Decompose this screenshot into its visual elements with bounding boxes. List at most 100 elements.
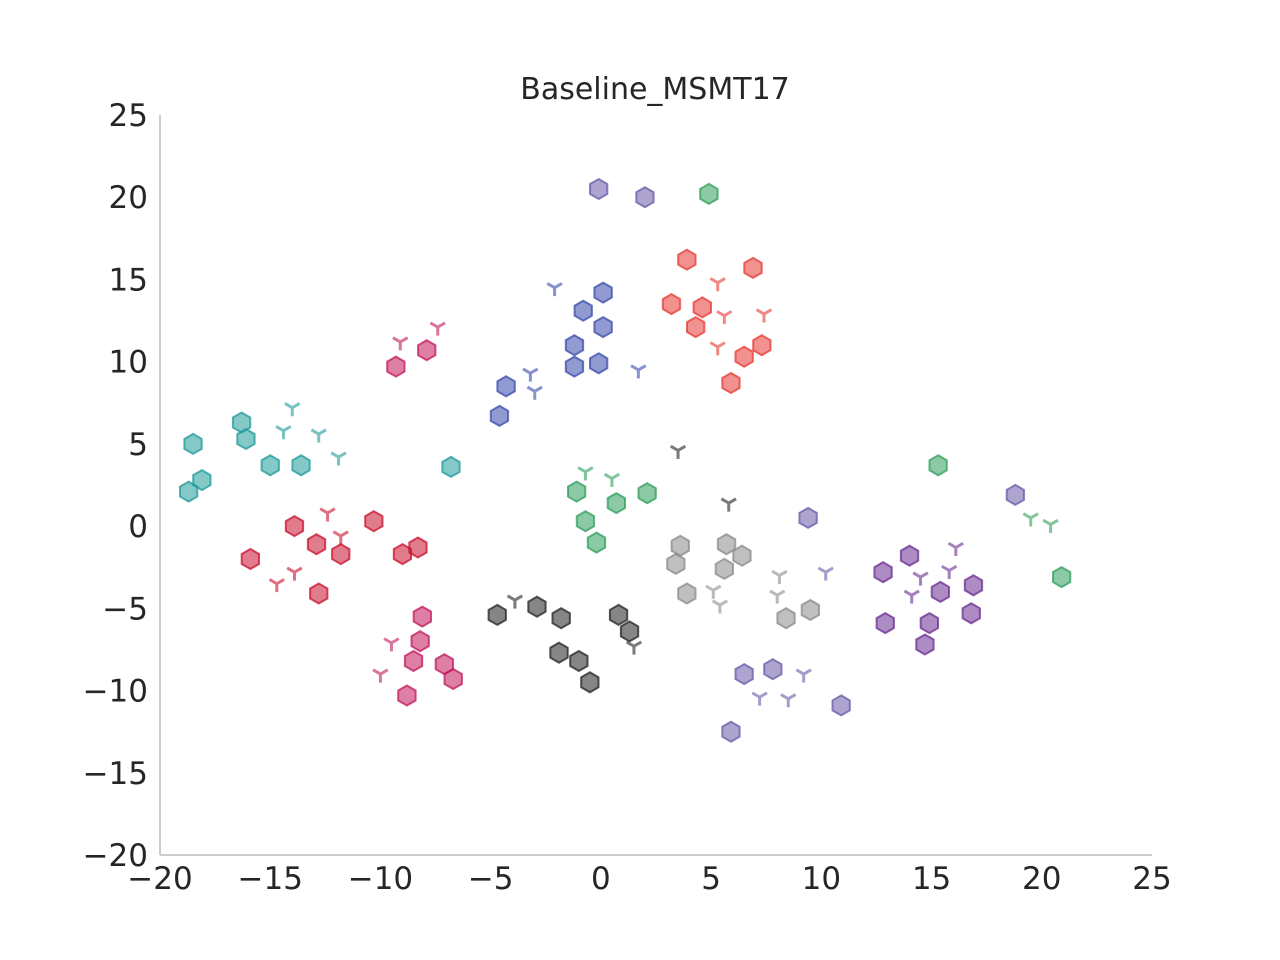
hexagon-point xyxy=(800,598,820,622)
tri-point xyxy=(705,584,722,599)
hexagon-point xyxy=(291,454,311,477)
x-tick-label: −15 xyxy=(238,861,303,897)
tri-point xyxy=(947,541,964,556)
hexagon-point xyxy=(714,557,734,581)
hexagon-point xyxy=(692,296,712,319)
tri-point xyxy=(1042,518,1059,533)
hexagon-point xyxy=(417,339,437,362)
x-tick-label: 15 xyxy=(912,861,951,897)
hexagon-point xyxy=(743,256,763,280)
x-tick-label: 10 xyxy=(802,861,841,897)
x-tick-label: 5 xyxy=(701,861,721,897)
hexagon-point xyxy=(899,544,920,567)
y-tick-label: 25 xyxy=(109,98,148,134)
x-tick-label: 20 xyxy=(1022,861,1061,897)
axes xyxy=(159,115,1152,856)
hexagon-point xyxy=(527,595,547,618)
hexagon-point xyxy=(1052,565,1072,589)
hexagon-point xyxy=(306,533,327,556)
hexagon-point xyxy=(593,315,613,339)
tri-point xyxy=(319,507,336,522)
hexagon-point xyxy=(489,404,510,428)
hexagon-point xyxy=(589,352,609,375)
hexagon-point xyxy=(192,468,212,492)
hexagon-point xyxy=(567,480,587,503)
hexagon-point xyxy=(798,506,818,530)
tri-point xyxy=(1022,512,1039,527)
hexagon-point xyxy=(551,607,571,630)
hexagon-point xyxy=(589,177,609,201)
hexagon-point xyxy=(930,580,950,604)
hexagon-point xyxy=(564,355,585,378)
tri-point xyxy=(780,693,797,708)
hexagon-point xyxy=(403,649,424,673)
hexagon-point xyxy=(564,334,585,357)
hexagon-point xyxy=(183,432,203,456)
tri-point xyxy=(771,569,788,584)
hexagon-point xyxy=(661,292,682,316)
hexagon-point xyxy=(919,611,939,635)
hexagon-point xyxy=(309,582,329,605)
hexagon-point xyxy=(670,534,690,557)
hexagon-point xyxy=(831,694,851,717)
hexagon-point xyxy=(1005,483,1025,507)
tri-point xyxy=(268,578,285,593)
y-tick-labels: 25 20 15 10 5 0 −5 −10 −15 −20 xyxy=(83,98,148,874)
hexagon-point xyxy=(763,658,783,681)
hexagon-point xyxy=(331,542,351,566)
hexagon-point xyxy=(580,671,600,694)
x-tick-label: −10 xyxy=(348,861,413,897)
hexagon-point xyxy=(443,667,463,691)
hexagon-point xyxy=(410,630,430,653)
tri-point xyxy=(669,444,687,459)
hexagon-point xyxy=(677,248,697,271)
hexagon-point xyxy=(677,582,697,605)
tri-point xyxy=(711,599,729,614)
tri-point xyxy=(941,564,958,580)
hexagon-point xyxy=(569,649,589,673)
hexagon-point xyxy=(686,315,706,339)
hexagon-point xyxy=(386,355,406,378)
tri-point xyxy=(330,451,347,466)
hexagon-point xyxy=(573,299,593,322)
hexagon-point xyxy=(961,602,981,625)
tri-point xyxy=(546,282,563,297)
hexagon-point xyxy=(873,561,893,584)
y-tick-label: −10 xyxy=(83,674,148,710)
hexagon-point xyxy=(575,510,596,533)
tri-point xyxy=(709,341,726,356)
tri-point xyxy=(383,637,400,652)
hexagon-point xyxy=(875,611,895,635)
hexagon-point xyxy=(586,531,607,554)
x-tick-label: 25 xyxy=(1132,861,1171,897)
tri-point xyxy=(286,566,303,581)
tri-point xyxy=(755,308,773,323)
hexagon-point xyxy=(752,334,772,357)
tri-point xyxy=(526,385,543,400)
hexagon-point xyxy=(666,552,686,576)
hexagon-point xyxy=(635,186,655,209)
hexagon-point xyxy=(240,547,260,571)
hexagon-point xyxy=(593,281,613,304)
y-tick-label: 10 xyxy=(109,345,148,381)
hexagon-point xyxy=(496,375,516,398)
y-tick-label: −15 xyxy=(83,756,148,792)
hexagon-point xyxy=(364,510,384,533)
x-tick-label: −5 xyxy=(468,861,514,897)
tri-point xyxy=(751,691,768,706)
y-tick-label: −20 xyxy=(83,838,148,874)
hexagon-point xyxy=(487,603,507,627)
tri-point xyxy=(716,310,733,325)
tri-point xyxy=(817,566,834,581)
hexagon-point xyxy=(397,684,417,707)
tri-point xyxy=(275,425,292,440)
tri-point xyxy=(372,668,389,683)
hexagon-point xyxy=(721,371,741,395)
tri-point xyxy=(912,571,929,586)
tri-point xyxy=(429,321,446,336)
hexagon-point xyxy=(734,345,754,368)
tri-point xyxy=(709,277,726,292)
data-points xyxy=(179,177,1072,743)
tri-point xyxy=(332,530,349,545)
